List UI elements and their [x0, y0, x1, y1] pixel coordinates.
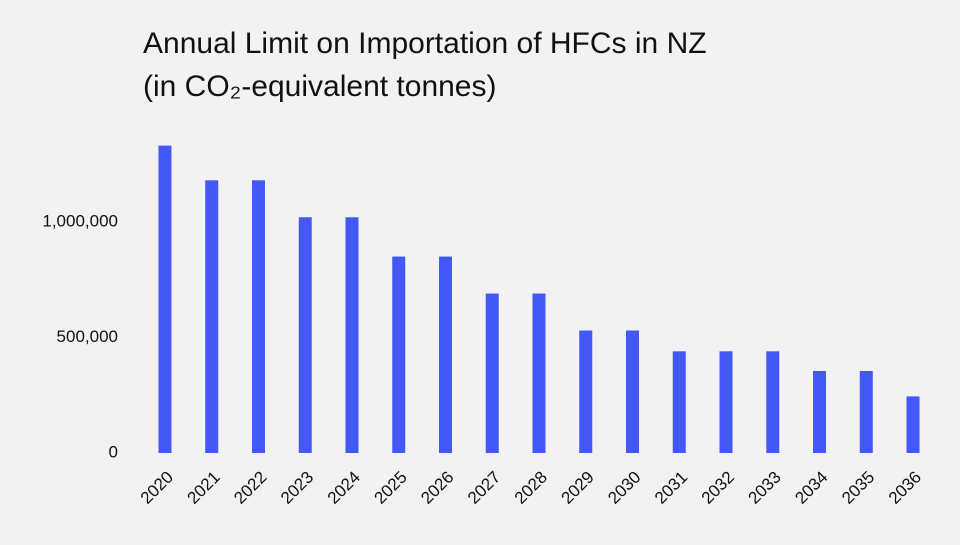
x-tick-label: 2028 — [511, 468, 551, 508]
x-tick-label: 2024 — [324, 468, 364, 508]
x-tick-label: 2033 — [745, 468, 785, 508]
bar — [205, 180, 219, 454]
x-tick-label: 2029 — [558, 468, 598, 508]
x-tick-label: 2036 — [885, 468, 925, 508]
x-tick-label: 2032 — [698, 468, 738, 508]
bar — [438, 256, 452, 453]
bar — [766, 351, 780, 453]
bar — [859, 370, 873, 453]
x-tick-label: 2023 — [277, 468, 317, 508]
bar — [626, 330, 640, 453]
bar — [906, 396, 920, 453]
x-tick-label: 2022 — [230, 468, 270, 508]
bar — [345, 217, 359, 453]
bar — [579, 330, 593, 453]
bar — [298, 217, 312, 453]
x-tick-label: 2027 — [464, 468, 504, 508]
bar — [251, 180, 265, 454]
chart-subtitle: (in CO₂-equivalent tonnes) — [143, 70, 496, 103]
x-tick-label: 2035 — [838, 468, 878, 508]
bar — [672, 351, 686, 453]
y-tick-label: 500,000 — [57, 327, 118, 346]
bar — [392, 256, 406, 453]
x-tick-label: 2021 — [184, 468, 224, 508]
x-tick-label: 2020 — [137, 468, 177, 508]
x-tick-label: 2034 — [791, 468, 831, 508]
bar — [719, 351, 733, 453]
bar — [813, 370, 827, 453]
y-tick-label: 0 — [109, 442, 118, 461]
x-tick-label: 2030 — [604, 468, 644, 508]
x-tick-label: 2026 — [417, 468, 457, 508]
bar — [158, 145, 172, 453]
bar — [532, 293, 546, 453]
bar — [485, 293, 499, 453]
y-tick-label: 1,000,000 — [42, 211, 118, 230]
chart-title: Annual Limit on Importation of HFCs in N… — [143, 27, 707, 60]
x-tick-label: 2025 — [371, 468, 411, 508]
x-tick-label: 2031 — [651, 468, 691, 508]
